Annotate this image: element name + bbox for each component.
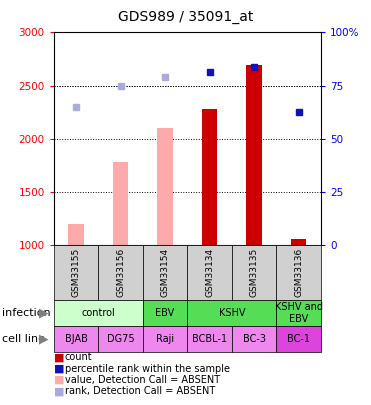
Text: infection: infection: [2, 308, 50, 318]
Text: GSM33135: GSM33135: [250, 248, 259, 297]
Text: ■: ■: [54, 364, 64, 373]
Text: percentile rank within the sample: percentile rank within the sample: [65, 364, 230, 373]
Text: ■: ■: [54, 375, 64, 385]
Text: GSM33154: GSM33154: [161, 248, 170, 297]
Text: ■: ■: [54, 386, 64, 396]
Text: GSM33134: GSM33134: [205, 248, 214, 297]
Text: GSM33136: GSM33136: [294, 248, 303, 297]
Bar: [291, 239, 306, 245]
Text: count: count: [65, 352, 92, 362]
Text: KSHV: KSHV: [219, 308, 245, 318]
Text: ■: ■: [54, 352, 64, 362]
Text: rank, Detection Call = ABSENT: rank, Detection Call = ABSENT: [65, 386, 215, 396]
Text: BJAB: BJAB: [65, 334, 88, 344]
Bar: [68, 224, 84, 245]
Text: GSM33156: GSM33156: [116, 248, 125, 297]
Text: ▶: ▶: [39, 333, 49, 346]
Text: EBV: EBV: [155, 308, 175, 318]
Text: Raji: Raji: [156, 334, 174, 344]
Text: BCBL-1: BCBL-1: [192, 334, 227, 344]
Text: cell line: cell line: [2, 334, 45, 344]
Bar: [157, 128, 173, 245]
Text: value, Detection Call = ABSENT: value, Detection Call = ABSENT: [65, 375, 220, 385]
Text: BC-1: BC-1: [287, 334, 310, 344]
Text: BC-3: BC-3: [243, 334, 266, 344]
Text: control: control: [82, 308, 115, 318]
Text: KSHV and
EBV: KSHV and EBV: [275, 302, 323, 324]
Text: DG75: DG75: [107, 334, 134, 344]
Text: GSM33155: GSM33155: [72, 248, 81, 297]
Text: GDS989 / 35091_at: GDS989 / 35091_at: [118, 10, 253, 24]
Bar: [202, 109, 217, 245]
Bar: [246, 65, 262, 245]
Bar: [113, 162, 128, 245]
Text: ▶: ▶: [39, 306, 49, 320]
